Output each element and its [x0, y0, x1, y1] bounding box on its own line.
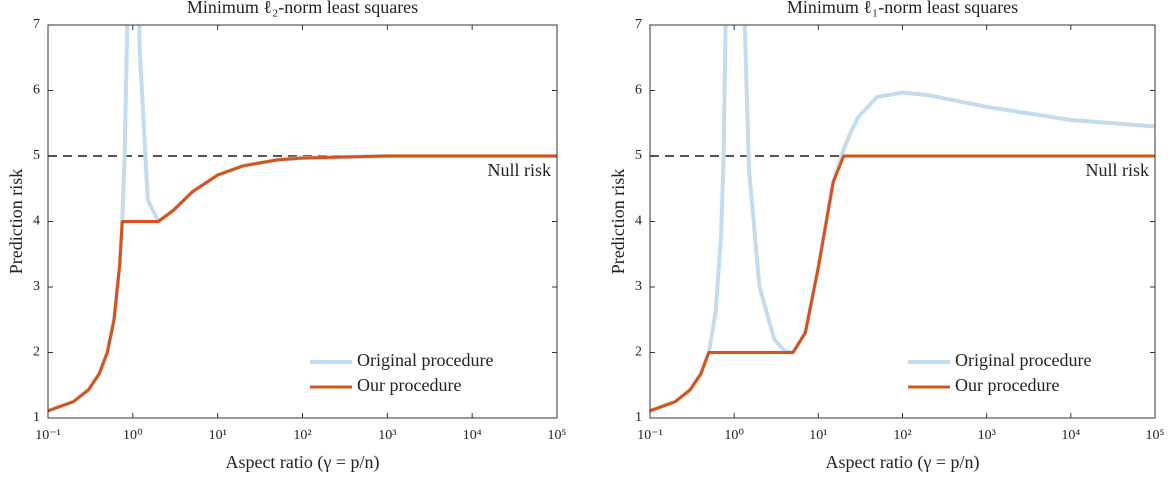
- legend-label: Original procedure: [955, 350, 1091, 370]
- series-line: [48, 154, 557, 413]
- series-line: [650, 154, 1155, 413]
- y-tick-label: 3: [635, 279, 642, 294]
- plot-lines: [650, 25, 1155, 413]
- x-tick-label: 10⁵: [548, 428, 567, 443]
- x-axis-label: Aspect ratio (γ = p/n): [225, 452, 379, 473]
- x-tick-label: 10⁴: [463, 428, 482, 443]
- y-tick-label: 6: [635, 83, 642, 98]
- y-tick-label: 1: [635, 410, 642, 425]
- y-tick-label: 2: [635, 345, 642, 360]
- axes-box: [649, 24, 1156, 419]
- x-tick-label: 10¹: [209, 428, 227, 443]
- x-tick-label: 10⁵: [1146, 428, 1165, 443]
- axes-box: [47, 24, 558, 419]
- y-tick-label: 2: [33, 345, 40, 360]
- y-tick-label: 1: [33, 410, 40, 425]
- x-axis-label: Aspect ratio (γ = p/n): [825, 452, 979, 473]
- y-tick-label: 7: [33, 17, 40, 32]
- chart-title: Minimum ℓ₁-norm least squares: [787, 0, 1018, 17]
- legend-label: Our procedure: [955, 375, 1059, 395]
- x-tick-label: 10³: [378, 428, 396, 443]
- plot-lines: [48, 25, 557, 413]
- y-tick-label: 4: [33, 214, 40, 229]
- null-risk-label: Null risk: [1085, 160, 1149, 180]
- series-line: [650, 25, 728, 413]
- x-tick-label: 10⁰: [724, 428, 744, 443]
- y-axis-label: Prediction risk: [608, 169, 628, 275]
- y-tick-label: 3: [33, 279, 40, 294]
- y-axis-label: Prediction risk: [6, 169, 26, 275]
- y-tick-label: 4: [635, 214, 642, 229]
- x-tick-label: 10⁴: [1061, 428, 1080, 443]
- y-tick-label: 7: [635, 17, 642, 32]
- x-tick-label: 10³: [978, 428, 996, 443]
- x-tick-label: 10¹: [809, 428, 827, 443]
- y-tick-label: 5: [635, 148, 642, 163]
- legend-label: Our procedure: [357, 375, 461, 395]
- legend-label: Original procedure: [357, 350, 493, 370]
- series-line: [48, 25, 130, 413]
- x-tick-label: 10⁰: [123, 428, 143, 443]
- x-tick-label: 10²: [893, 428, 911, 443]
- y-tick-label: 6: [33, 83, 40, 98]
- y-tick-label: 5: [33, 148, 40, 163]
- x-tick-label: 10²: [293, 428, 311, 443]
- x-tick-label: 10⁻¹: [35, 428, 61, 443]
- null-risk-label: Null risk: [487, 160, 551, 180]
- chart-title: Minimum ℓ₂-norm least squares: [187, 0, 418, 17]
- x-tick-label: 10⁻¹: [637, 428, 663, 443]
